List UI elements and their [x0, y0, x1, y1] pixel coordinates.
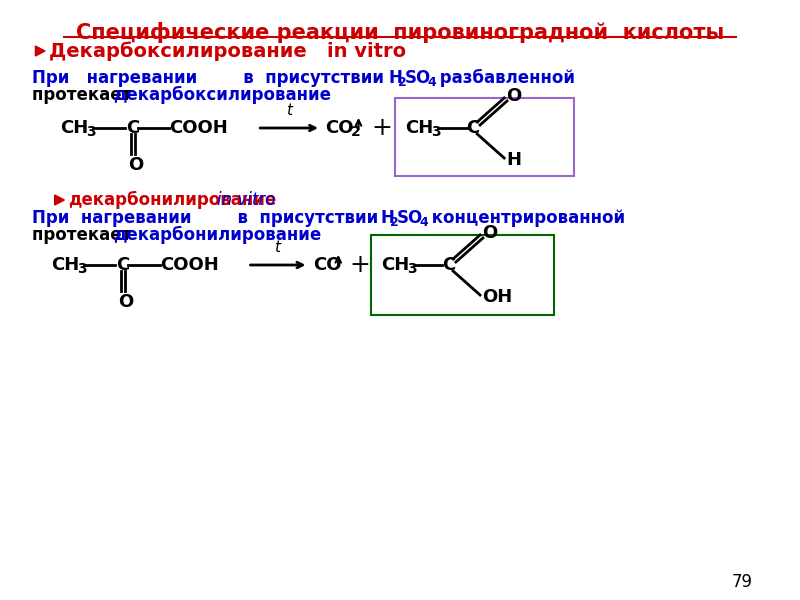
Text: разбавленной: разбавленной [434, 69, 574, 87]
Polygon shape [54, 195, 64, 205]
Text: CH: CH [51, 256, 79, 274]
Text: H: H [506, 151, 521, 169]
Bar [371, 235, 554, 315]
Text: 2: 2 [390, 215, 399, 229]
Text: 2: 2 [398, 76, 407, 88]
Bar [395, 98, 574, 176]
Text: C: C [126, 119, 139, 137]
Text: C: C [442, 256, 456, 274]
Text: C: C [117, 256, 130, 274]
Text: CH: CH [61, 119, 89, 137]
Text: COOH: COOH [160, 256, 218, 274]
Text: COOH: COOH [170, 119, 228, 137]
Text: CH: CH [405, 119, 433, 137]
Text: 2: 2 [351, 125, 361, 139]
Text: C: C [466, 119, 480, 137]
Text: декарбонилирование: декарбонилирование [68, 191, 277, 209]
Text: O: O [506, 87, 522, 105]
Text: +: + [350, 253, 370, 277]
Text: 3: 3 [86, 125, 96, 139]
Text: O: O [482, 224, 498, 242]
Text: 4: 4 [427, 76, 436, 88]
Text: CH: CH [381, 256, 409, 274]
Text: CO: CO [325, 119, 354, 137]
Text: t: t [274, 240, 281, 255]
Text: 3: 3 [406, 262, 416, 276]
Text: протекает: протекает [31, 226, 137, 244]
Text: +: + [371, 116, 392, 140]
Text: При  нагревании        в  присутствии: При нагревании в присутствии [31, 209, 390, 227]
Text: H: H [381, 209, 394, 227]
Text: t: t [286, 103, 292, 118]
Text: CO: CO [313, 256, 342, 274]
Text: O: O [128, 156, 143, 174]
Text: При   нагревании        в  присутствии: При нагревании в присутствии [31, 69, 395, 87]
Text: H: H [389, 69, 402, 87]
Text: in vitro: in vitro [217, 191, 275, 209]
Text: 3: 3 [77, 262, 86, 276]
Text: 4: 4 [419, 215, 428, 229]
Text: 3: 3 [431, 125, 441, 139]
Text: Декарбоксилирование   in vitro: Декарбоксилирование in vitro [49, 41, 406, 61]
Text: OH: OH [482, 288, 512, 306]
Text: 79: 79 [732, 573, 753, 591]
Text: протекает: протекает [31, 86, 137, 104]
Text: декарбоксилирование: декарбоксилирование [114, 86, 331, 104]
Text: концентрированной: концентрированной [426, 209, 625, 227]
Text: Специфические реакции  пировиноградной  кислоты: Специфические реакции пировиноградной ки… [76, 22, 724, 43]
Polygon shape [35, 46, 45, 56]
Text: SO: SO [405, 69, 431, 87]
Text: SO: SO [397, 209, 423, 227]
Text: декарбонилирование: декарбонилирование [114, 226, 322, 244]
Text: O: O [118, 293, 134, 311]
